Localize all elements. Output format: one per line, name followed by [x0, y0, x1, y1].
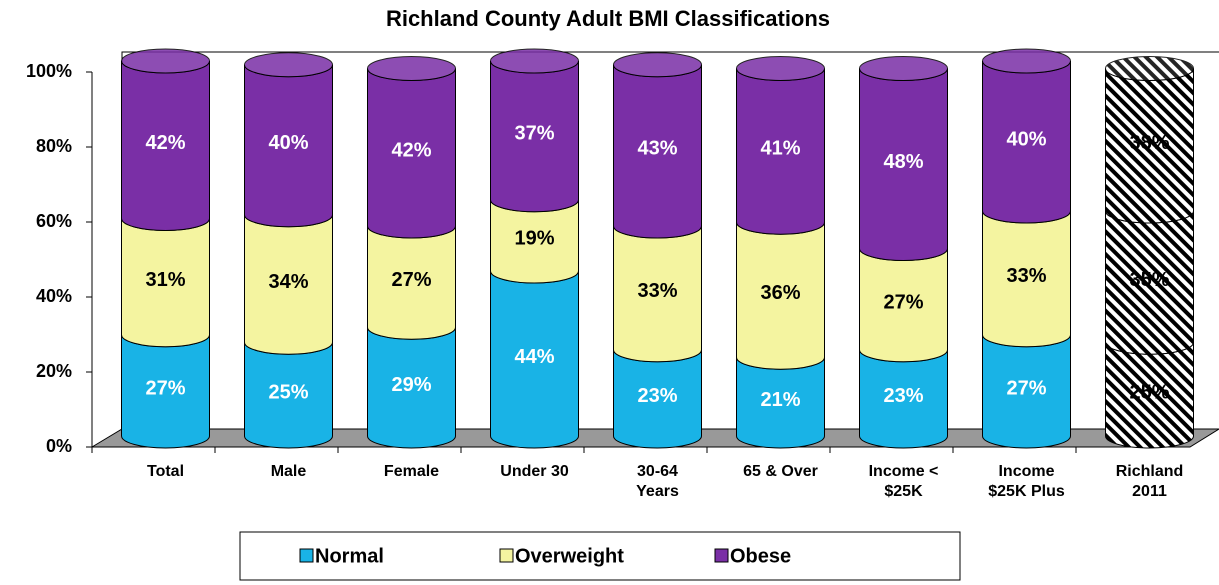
data-label: 44%	[514, 346, 554, 368]
cylinder-top	[736, 56, 825, 81]
data-label: 35%	[1129, 269, 1169, 291]
data-label: 27%	[1006, 378, 1046, 400]
data-label: 23%	[637, 385, 677, 407]
x-tick-label: Richland 2011	[1116, 463, 1184, 500]
cylinder-top	[490, 48, 579, 74]
data-label: 23%	[883, 385, 923, 407]
cylinder: 25% 34% 40%	[244, 52, 333, 449]
data-label: 29%	[391, 374, 431, 396]
x-tick-label: Income < $25K	[869, 463, 939, 500]
data-label: 48%	[883, 151, 923, 173]
x-tick-label: 30-64 Years	[636, 463, 679, 500]
legend-swatch	[499, 548, 514, 563]
data-label: 41%	[760, 138, 800, 160]
x-tick-label: Income $25K Plus	[988, 463, 1065, 500]
x-tick-label: 65 & Over	[743, 463, 818, 480]
legend-label: Obese	[730, 545, 791, 567]
data-label: 25%	[1129, 381, 1169, 403]
cylinder-top	[244, 52, 333, 78]
cylinder-top	[367, 56, 456, 81]
cylinder: 23% 27% 48%	[859, 56, 948, 449]
cylinder: 21% 36% 41%	[736, 56, 825, 449]
x-tick-label: Female	[384, 463, 439, 480]
cylinder: 27% 33% 40%	[982, 48, 1071, 449]
data-label: 43%	[637, 138, 677, 160]
y-tick-label: 40%	[36, 286, 72, 306]
cylinder: 44% 19% 37%	[490, 48, 579, 449]
cylinder-top	[982, 48, 1071, 74]
legend-swatch	[714, 548, 729, 563]
cylinder-top	[859, 56, 948, 81]
cylinder-top	[613, 52, 702, 78]
chart-title: Richland County Adult BMI Classification…	[386, 6, 830, 31]
data-label: 38%	[1129, 132, 1169, 154]
data-label: 42%	[391, 140, 431, 162]
y-tick-label: 0%	[46, 436, 72, 456]
y-tick-label: 100%	[26, 61, 72, 81]
data-label: 42%	[145, 132, 185, 154]
x-tick-label: Male	[271, 463, 307, 480]
legend-label: Normal	[315, 545, 384, 567]
data-label: 33%	[637, 280, 677, 302]
cylinder: 23% 33% 43%	[613, 52, 702, 449]
data-label: 27%	[883, 291, 923, 313]
data-label: 19%	[514, 228, 554, 250]
x-tick-label: Total	[147, 463, 184, 480]
data-label: 25%	[268, 381, 308, 403]
legend	[239, 531, 961, 581]
data-label: 34%	[268, 271, 308, 293]
data-label: 27%	[145, 378, 185, 400]
legend-label: Overweight	[515, 545, 624, 567]
cylinder: 25% 35% 38%	[1105, 56, 1194, 449]
y-tick-label: 20%	[36, 361, 72, 381]
data-label: 27%	[391, 269, 431, 291]
data-label: 36%	[760, 282, 800, 304]
x-tick-label: Under 30	[500, 463, 569, 480]
data-label: 33%	[1006, 265, 1046, 287]
data-label: 40%	[1006, 128, 1046, 150]
data-label: 40%	[268, 132, 308, 154]
cylinder-top	[1105, 56, 1194, 81]
cylinder: 27% 31% 42%	[121, 48, 210, 449]
y-tick-label: 80%	[36, 136, 72, 156]
data-label: 37%	[514, 123, 554, 145]
cylinder: 29% 27% 42%	[367, 56, 456, 449]
y-tick-label: 60%	[36, 211, 72, 231]
legend-swatch	[299, 548, 314, 563]
data-label: 21%	[760, 389, 800, 411]
cylinder-top	[121, 48, 210, 74]
data-label: 31%	[145, 269, 185, 291]
